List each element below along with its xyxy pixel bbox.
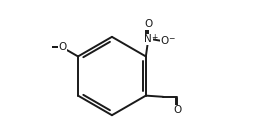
Text: O: O — [144, 19, 152, 29]
Text: O: O — [58, 42, 67, 52]
Text: O: O — [161, 36, 169, 46]
Text: +: + — [151, 32, 157, 42]
Text: −: − — [168, 34, 174, 44]
Text: N: N — [144, 34, 152, 44]
Text: O: O — [173, 105, 182, 115]
